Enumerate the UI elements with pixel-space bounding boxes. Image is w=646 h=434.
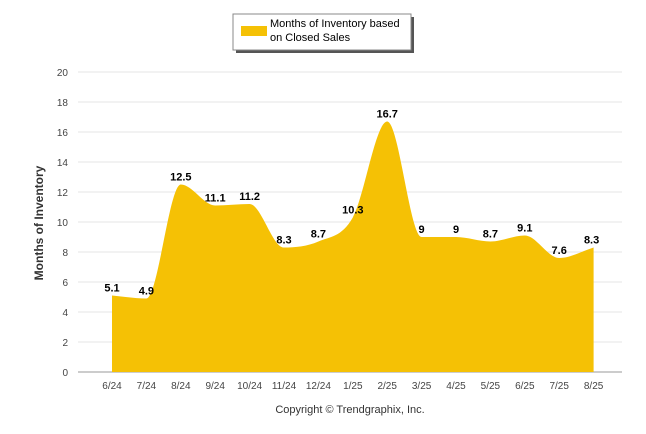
- data-label: 11.2: [239, 191, 260, 203]
- x-tick-label: 9/24: [205, 381, 225, 392]
- y-tick-label: 10: [57, 218, 69, 229]
- x-tick-label: 11/24: [272, 381, 297, 392]
- y-tick-label: 14: [57, 158, 69, 169]
- data-label: 12.5: [170, 172, 191, 184]
- x-tick-label: 10/24: [237, 381, 262, 392]
- x-tick-label: 8/24: [171, 381, 191, 392]
- y-tick-label: 18: [57, 98, 69, 109]
- x-tick-label: 5/25: [481, 381, 501, 392]
- y-axis-label: Months of Inventory: [32, 165, 46, 280]
- x-tick-label: 7/25: [549, 381, 569, 392]
- legend[interactable]: Months of Inventory based on Closed Sale…: [232, 13, 414, 53]
- copyright-credit: Copyright © Trendgraphix, Inc.: [275, 404, 424, 416]
- y-tick-label: 6: [62, 278, 68, 289]
- data-label: 16.7: [376, 109, 397, 121]
- y-tick-label: 12: [57, 188, 69, 199]
- x-tick-label: 1/25: [343, 381, 363, 392]
- data-label: 9.1: [517, 223, 532, 235]
- y-tick-label: 0: [62, 368, 68, 379]
- y-tick-label: 2: [62, 338, 68, 349]
- data-label: 8.3: [584, 235, 599, 247]
- series-area: [112, 121, 594, 372]
- data-label: 10.3: [342, 205, 363, 217]
- x-tick-label: 6/25: [515, 381, 535, 392]
- legend-swatch: [241, 26, 267, 36]
- data-label: 8.3: [276, 235, 291, 247]
- data-label: 9: [419, 224, 425, 236]
- legend-label-line-1: Months of Inventory based: [270, 18, 400, 30]
- data-label: 8.7: [311, 229, 326, 241]
- x-tick-label: 12/24: [306, 381, 331, 392]
- data-label: 5.1: [104, 283, 119, 295]
- x-tick-label: 6/24: [102, 381, 122, 392]
- data-label: 11.1: [205, 193, 226, 205]
- x-axis-ticks: 6/24 7/24 8/24 9/24 10/24 11/24 12/24 1/25 2/25 3…: [102, 381, 604, 392]
- legend-label-line-2: on Closed Sales: [270, 32, 351, 44]
- y-tick-label: 16: [57, 128, 69, 139]
- data-label: 8.7: [483, 229, 498, 241]
- inventory-area: [112, 121, 594, 372]
- y-axis-ticks: 0 2 4 6 8 10 12 14 16 18 20: [57, 68, 69, 379]
- data-label: 7.6: [552, 245, 567, 257]
- y-tick-label: 20: [57, 68, 69, 79]
- data-labels: 5.1 4.9 12.5 11.1 11.2 8.3 8.7 10.3 16.7 9 9 8.7 9.1…: [104, 109, 599, 298]
- y-tick-label: 8: [62, 248, 68, 259]
- x-tick-label: 8/25: [584, 381, 604, 392]
- x-tick-label: 4/25: [446, 381, 466, 392]
- data-label: 9: [453, 224, 459, 236]
- x-tick-label: 3/25: [412, 381, 432, 392]
- data-label: 4.9: [139, 286, 154, 298]
- x-tick-label: 2/25: [377, 381, 397, 392]
- y-tick-label: 4: [62, 308, 68, 319]
- x-tick-label: 7/24: [137, 381, 157, 392]
